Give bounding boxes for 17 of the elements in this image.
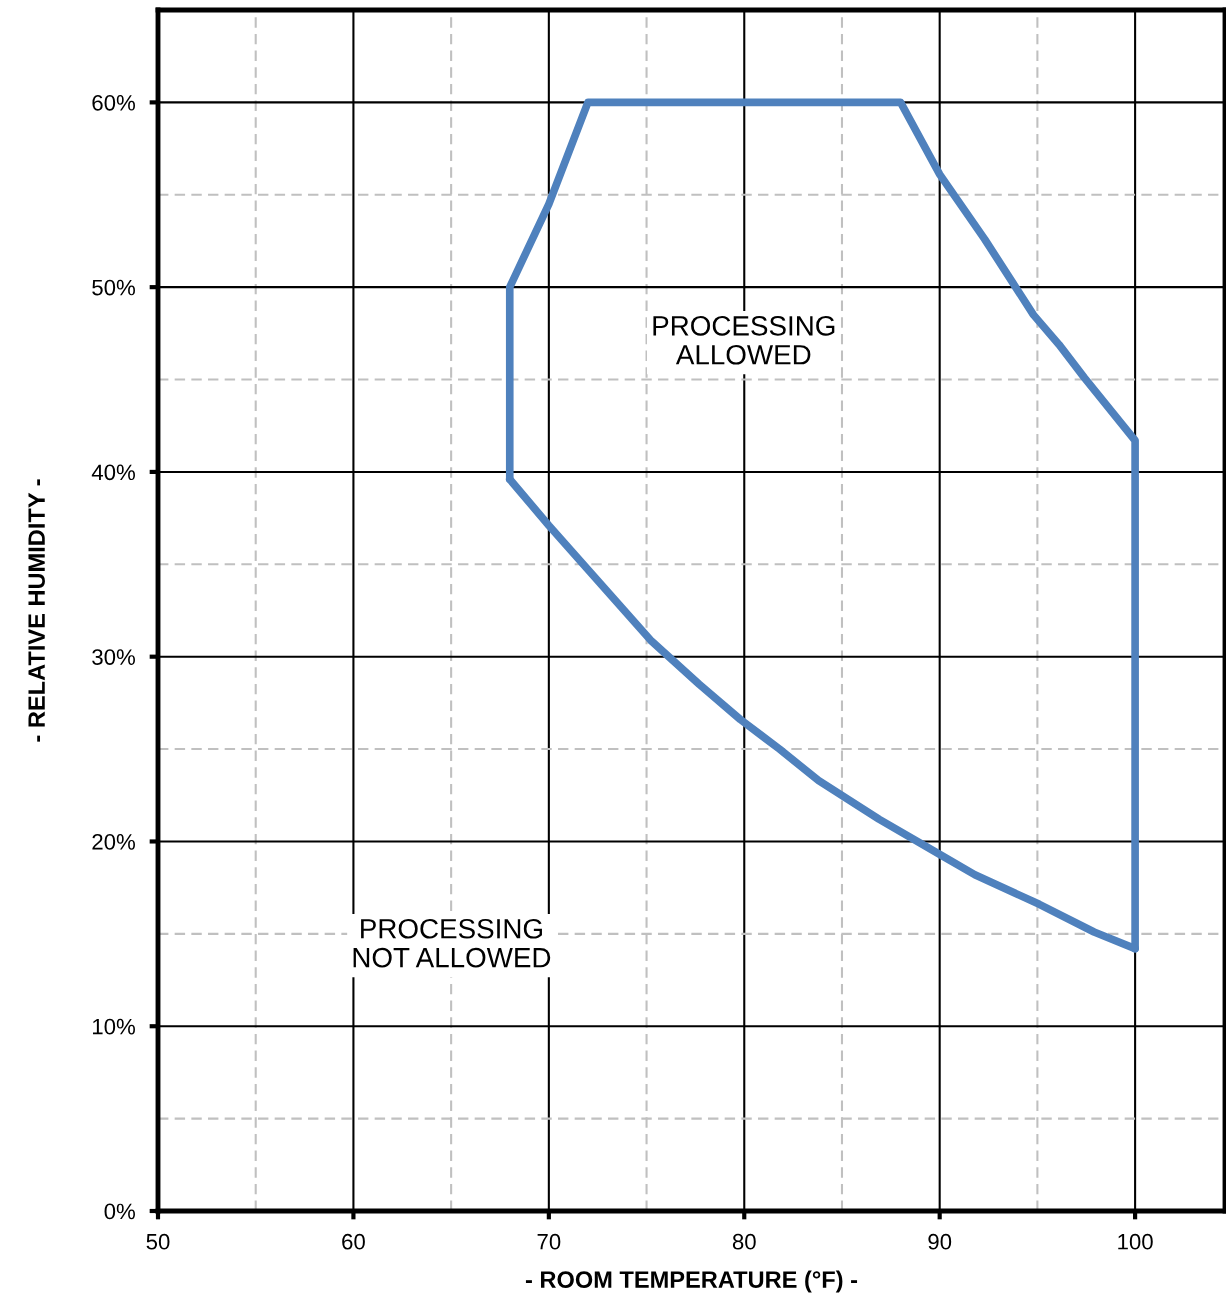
y-axis-title: - RELATIVE HUMIDITY - xyxy=(28,479,45,742)
x-axis-title: - ROOM TEMPERATURE (°F) - xyxy=(525,1270,858,1293)
y-tick-label: 30% xyxy=(92,649,135,665)
y-tick-label: 40% xyxy=(91,464,135,481)
y-tick-label: 50% xyxy=(92,279,135,296)
y-tick-label: 20% xyxy=(92,834,135,850)
x-tick-label: 50 xyxy=(146,1233,170,1250)
annotation: PROCESSING NOT ALLOWED xyxy=(353,918,551,968)
x-tick-label: 100 xyxy=(1118,1233,1153,1250)
y-tick-label: 10% xyxy=(93,1018,135,1035)
annotation: PROCESSING ALLOWED xyxy=(653,316,835,365)
x-tick-label: 80 xyxy=(732,1233,756,1250)
x-tick-label: 60 xyxy=(342,1233,365,1250)
y-tick-label: 60% xyxy=(92,94,135,111)
x-tick-label: 70 xyxy=(537,1233,561,1250)
y-tick-label: 0% xyxy=(104,1203,135,1220)
x-tick-label: 90 xyxy=(928,1233,952,1250)
